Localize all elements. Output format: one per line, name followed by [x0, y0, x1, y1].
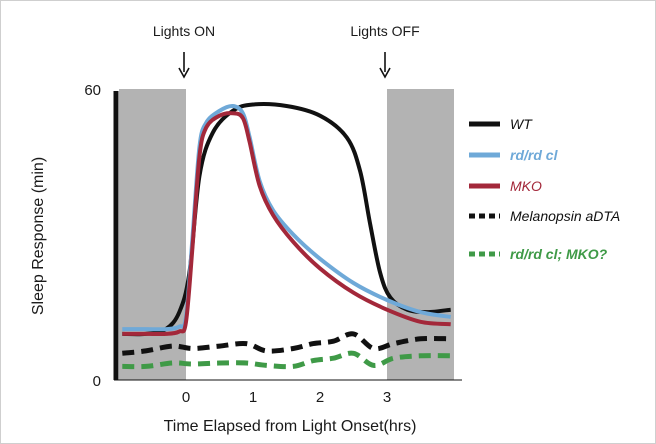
axes — [113, 91, 462, 381]
x-tick-label-1: 1 — [249, 389, 257, 406]
legend-label-wt: WT — [510, 116, 533, 132]
x-tick-label-3: 3 — [383, 389, 391, 406]
annotation-lights-on: Lights ON — [153, 23, 215, 39]
y-tick-label-0: 0 — [93, 373, 101, 390]
y-axis-title: Sleep Response (min) — [30, 157, 47, 315]
annotation-lights-off: Lights OFF — [350, 23, 419, 39]
annotations: Lights ON Lights OFF — [153, 23, 420, 79]
x-tick-label-0: 0 — [182, 389, 190, 406]
series-lines — [122, 102, 452, 370]
series-line-melanopsin-adta — [122, 331, 451, 356]
arrow-lights-on-head — [178, 67, 190, 79]
series-line-rd-rd-cl-mko — [122, 350, 451, 370]
series-line-mko — [122, 111, 451, 337]
legend-label-rd-rd-cl: rd/rd cl — [510, 147, 559, 163]
legend-label-rd-rd-cl-mko: rd/rd cl; MKO? — [510, 246, 608, 262]
legend: WT rd/rd cl MKO Melanopsin aDTA rd/rd cl; MK… — [469, 116, 620, 262]
series-line-wt — [122, 102, 451, 337]
legend-label-melanopsin-adta: Melanopsin aDTA — [510, 208, 620, 224]
shaded-region-1 — [119, 89, 186, 380]
shaded-region-2 — [387, 89, 454, 380]
x-tick-label-2: 2 — [316, 389, 324, 406]
legend-label-mko: MKO — [510, 178, 542, 194]
ticks: 0 1 2 3 0 60 — [84, 82, 391, 406]
y-tick-label-60: 60 — [84, 82, 101, 99]
series-line-rd-rd-cl — [122, 103, 452, 332]
x-axis-title: Time Elapsed from Light Onset(hrs) — [164, 418, 417, 435]
arrow-lights-off-head — [379, 67, 391, 79]
